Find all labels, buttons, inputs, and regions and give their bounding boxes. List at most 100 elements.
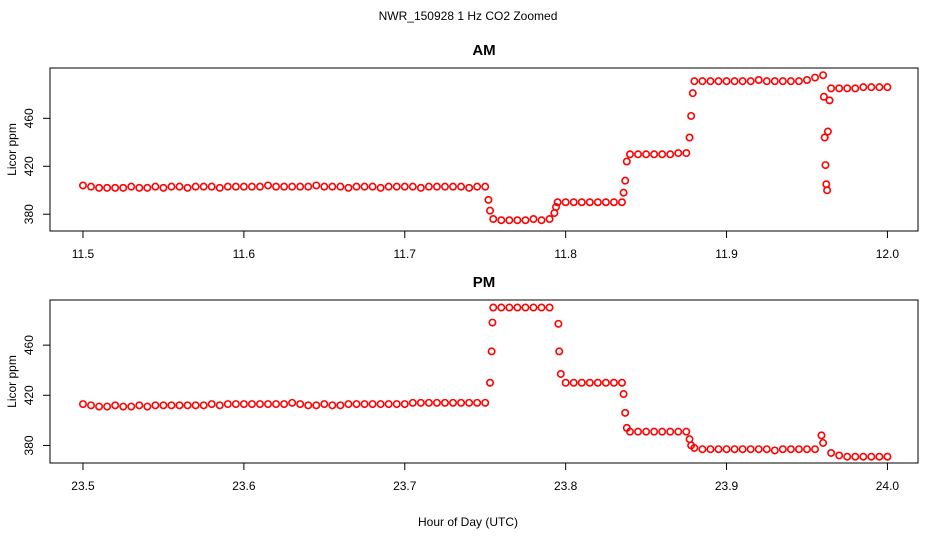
- data-point: [714, 445, 723, 454]
- data-point: [537, 216, 546, 225]
- x-tick-label: 23.7: [393, 479, 417, 493]
- data-point: [288, 182, 297, 191]
- data-point: [151, 401, 160, 410]
- data-point: [255, 400, 264, 409]
- data-point: [486, 206, 495, 215]
- data-point: [569, 198, 578, 207]
- data-point: [497, 216, 506, 225]
- data-point: [622, 157, 631, 166]
- data-point: [682, 427, 691, 436]
- data-point: [666, 150, 675, 159]
- data-point: [867, 83, 876, 92]
- data-point: [730, 77, 739, 86]
- data-point: [207, 182, 216, 191]
- data-point: [770, 77, 779, 86]
- data-point: [762, 77, 771, 86]
- panel-title: PM: [473, 274, 496, 291]
- data-point: [820, 133, 829, 142]
- data-point: [280, 400, 289, 409]
- data-point: [465, 398, 474, 407]
- x-tick-label: 11.8: [554, 247, 577, 261]
- plot-frame: [49, 299, 919, 464]
- data-point: [159, 183, 168, 192]
- data-point: [521, 303, 530, 312]
- data-point: [368, 182, 377, 191]
- data-point: [215, 401, 224, 410]
- data-point: [835, 451, 844, 460]
- data-point: [706, 77, 715, 86]
- data-point: [416, 183, 425, 192]
- data-point: [859, 83, 868, 92]
- data-point: [746, 445, 755, 454]
- data-point: [698, 77, 707, 86]
- data-point: [819, 92, 828, 101]
- data-point: [484, 195, 493, 204]
- data-point: [601, 378, 610, 387]
- data-point: [883, 83, 892, 92]
- data-point: [167, 401, 176, 410]
- data-point: [481, 398, 490, 407]
- data-point: [827, 448, 836, 457]
- data-point: [770, 446, 779, 455]
- data-point: [738, 445, 747, 454]
- data-point: [392, 182, 401, 191]
- x-tick-label: 11.6: [233, 247, 256, 261]
- data-point: [488, 318, 497, 327]
- data-point: [191, 401, 200, 410]
- data-point: [786, 77, 795, 86]
- data-point: [843, 452, 852, 461]
- data-point: [239, 182, 248, 191]
- data-point: [304, 182, 313, 191]
- data-point: [449, 182, 458, 191]
- data-point: [505, 303, 514, 312]
- data-point: [465, 183, 474, 192]
- data-point: [449, 398, 458, 407]
- data-point: [730, 445, 739, 454]
- data-point: [328, 401, 337, 410]
- data-point: [424, 182, 433, 191]
- data-point: [199, 401, 208, 410]
- x-tick-label: 23.9: [715, 479, 739, 493]
- data-point: [288, 398, 297, 407]
- data-point: [682, 149, 691, 158]
- data-point: [119, 402, 128, 411]
- data-point: [802, 445, 811, 454]
- data-point: [585, 378, 594, 387]
- y-axis-label: Licor ppm: [5, 355, 19, 408]
- data-point: [827, 84, 836, 93]
- data-point: [875, 452, 884, 461]
- data-point: [280, 182, 289, 191]
- data-point: [111, 401, 120, 410]
- data-point: [473, 182, 482, 191]
- data-point: [183, 401, 192, 410]
- data-point: [754, 445, 763, 454]
- data-point: [432, 398, 441, 407]
- y-tick-label: 460: [22, 335, 36, 355]
- data-point: [143, 402, 152, 411]
- x-tick-label: 11.7: [394, 247, 417, 261]
- data-point: [626, 150, 635, 159]
- data-point: [561, 198, 570, 207]
- data-point: [794, 77, 803, 86]
- data-point: [135, 401, 144, 410]
- data-point: [529, 303, 538, 312]
- data-point: [199, 182, 208, 191]
- data-point: [392, 400, 401, 409]
- x-tick-label: 11.9: [715, 247, 738, 261]
- data-point: [617, 378, 626, 387]
- data-point: [666, 427, 675, 436]
- data-point: [304, 401, 313, 410]
- data-point: [746, 77, 755, 86]
- data-point: [505, 216, 514, 225]
- data-point: [400, 400, 409, 409]
- data-point: [577, 378, 586, 387]
- data-point: [642, 427, 651, 436]
- data-point: [577, 198, 586, 207]
- data-point: [127, 402, 136, 411]
- data-point: [545, 303, 554, 312]
- data-point: [621, 176, 630, 185]
- data-point: [722, 445, 731, 454]
- data-point: [867, 452, 876, 461]
- data-point: [687, 111, 696, 120]
